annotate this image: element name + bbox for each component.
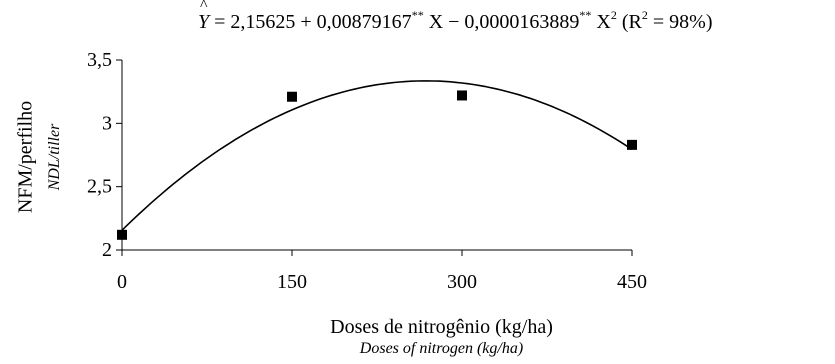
ticks: 2 2,5 3 3,5 0 150 300 450 (87, 49, 647, 293)
equation-r2-exponent: 2 (641, 8, 648, 22)
y-tick-label: 3,5 (87, 49, 112, 71)
x-tick-label: 300 (447, 271, 477, 293)
y-tick-label: 2,5 (87, 176, 112, 198)
data-point-square (287, 91, 297, 102)
x-axis-label-secondary: Doses of nitrogen (kg/ha) (359, 340, 524, 357)
data-point-square (457, 90, 467, 101)
data-point-square (627, 139, 637, 150)
y-axis-label: NFM/perfilho (14, 100, 37, 214)
equation-exponent: 2 (610, 8, 617, 22)
x-tick-label: 0 (117, 271, 127, 293)
y-axis-label-secondary: NDL/tiller (46, 123, 63, 191)
fitted-curve (121, 80, 633, 231)
equation-r2-open: (R (616, 11, 642, 33)
axes (121, 60, 632, 251)
data-points-group (117, 90, 637, 240)
equation-part-3: X (591, 11, 611, 33)
y-tick-label: 3 (102, 112, 112, 134)
equation-part-2: X − 0,0000163889 (423, 11, 580, 33)
equation-significance-2: ** (579, 8, 592, 22)
x-axis-label: Doses de nitrogênio (kg/ha) (330, 316, 553, 338)
equation-significance-1: ** (411, 8, 424, 22)
fitted-curve-group (121, 80, 633, 231)
x-tick-label: 450 (617, 271, 647, 293)
x-tick-label: 150 (277, 271, 307, 293)
data-point-square (117, 229, 127, 240)
regression-equation: Y = 2,15625 + 0,00879167** X − 0,0000163… (198, 0, 828, 42)
equation-part-1: = 2,15625 + 0,00879167 (209, 11, 412, 33)
equation-r2-close: = 98%) (647, 11, 713, 33)
equation-y-hat: Y (198, 0, 209, 34)
y-tick-label: 2 (102, 239, 112, 261)
